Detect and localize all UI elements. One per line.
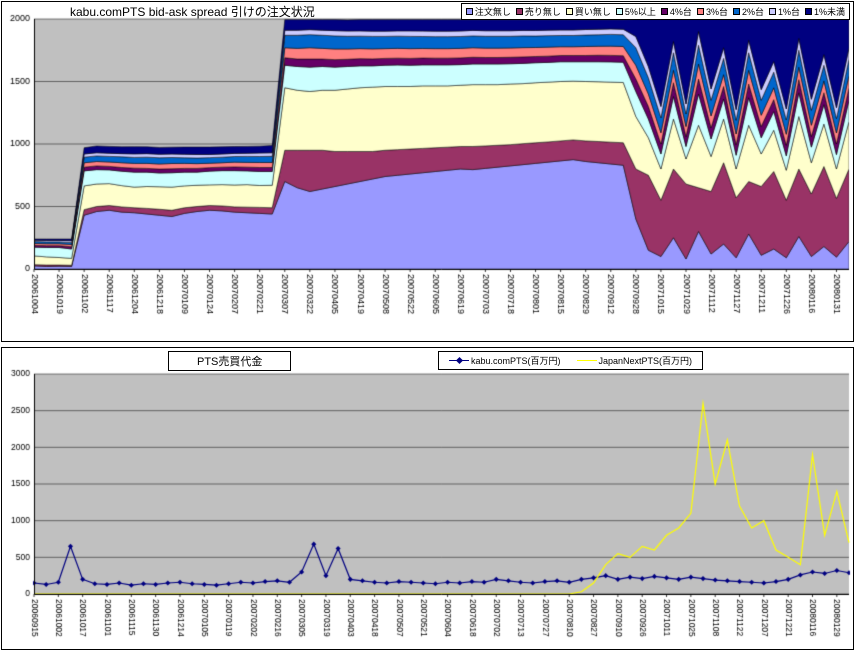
legend-item: JapanNextPTS(百万円): [576, 354, 693, 367]
legend-swatch-icon: [732, 8, 740, 15]
legend-item: 3%台: [696, 5, 728, 18]
legend-label: 5%以上: [624, 7, 656, 17]
legend-swatch-icon: [465, 8, 473, 15]
legend-label: 注文無し: [474, 7, 511, 17]
legend-swatch-icon: [515, 8, 523, 15]
legend-label: 2%台: [741, 7, 764, 17]
legend-label: 3%台: [705, 7, 728, 17]
legend-label: 1%台: [777, 7, 800, 17]
bid-ask-spread-chart-canvas: [2, 2, 853, 341]
legend-swatch-icon: [565, 8, 573, 15]
legend-item: kabu.comPTS(百万円): [449, 354, 561, 367]
legend-label: 売り無し: [524, 7, 561, 17]
legend-label: 4%台: [669, 7, 692, 17]
pts-trading-value-chart-canvas: [2, 348, 853, 649]
legend-item: 注文無し: [465, 5, 511, 18]
legend-item: 売り無し: [515, 5, 561, 18]
legend-swatch-icon: [660, 8, 668, 15]
legend-label: 1%未満: [813, 7, 845, 17]
legend-item: 買い無し: [565, 5, 611, 18]
legend-label: 買い無し: [574, 7, 611, 17]
legend-swatch-icon: [768, 8, 776, 15]
chart-title: kabu.comPTS bid-ask spread 引けの注文状況: [70, 5, 315, 19]
legend-item: 2%台: [732, 5, 764, 18]
bid-ask-spread-chart-panel: kabu.comPTS bid-ask spread 引けの注文状況 注文無し 売…: [1, 1, 854, 342]
legend-item: 4%台: [660, 5, 692, 18]
legend-item: 1%台: [768, 5, 800, 18]
legend-label: kabu.comPTS(百万円): [471, 356, 561, 366]
legend-swatch-icon: [804, 8, 812, 15]
legend-swatch-icon: [696, 8, 704, 15]
legend-swatch-icon: [615, 8, 623, 15]
pts-trading-value-chart-panel: PTS売買代金 kabu.comPTS(百万円) JapanNextPTS(百万円…: [1, 347, 854, 650]
legend-line-marker-icon: [449, 356, 469, 365]
trading-value-legend: kabu.comPTS(百万円) JapanNextPTS(百万円): [438, 351, 704, 370]
legend-line-marker-icon: [576, 356, 597, 365]
chart-title: PTS売買代金: [168, 351, 292, 371]
legend-item: 5%以上: [615, 5, 656, 18]
spread-legend: 注文無し 売り無し 買い無し 5%以上 4%台 3%台 2%台 1%台 1%未満: [460, 3, 850, 20]
legend-item: 1%未満: [804, 5, 845, 18]
legend-label: JapanNextPTS(百万円): [598, 356, 693, 366]
